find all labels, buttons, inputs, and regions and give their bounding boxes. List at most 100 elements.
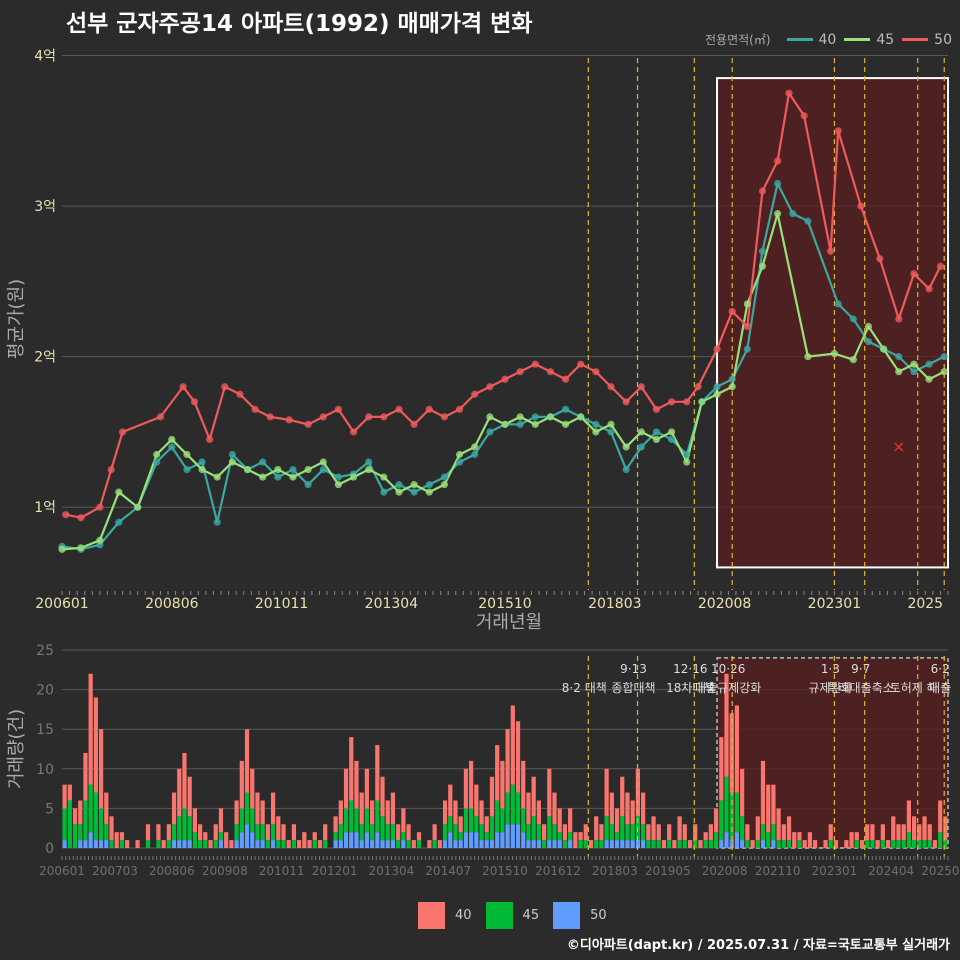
price-point-50 [410, 420, 418, 428]
volume-bar-45 [609, 824, 614, 841]
volume-bar-40 [927, 824, 932, 841]
volume-bar-40 [552, 792, 557, 825]
volume-bar-45 [614, 832, 620, 841]
volume-bar-50 [614, 840, 620, 848]
volume-bar-40 [161, 840, 166, 848]
volume-bar-40 [244, 729, 250, 793]
volume-bar-40 [750, 840, 755, 848]
price-point-40 [774, 179, 782, 188]
price-point-45 [134, 503, 142, 511]
volume-bar-45 [828, 840, 833, 848]
volume-bar-40 [312, 832, 317, 841]
volume-bar-45 [927, 840, 932, 848]
volume-bar-45 [281, 840, 286, 848]
volume-bar-50 [255, 840, 260, 848]
price-point-40 [319, 465, 327, 474]
volume-bar-40 [479, 800, 484, 825]
volume-bar-40 [203, 832, 208, 841]
price-point-40 [486, 428, 494, 436]
volume-bar-40 [270, 792, 276, 825]
price-point-50 [96, 503, 104, 511]
volume-bar-45 [177, 816, 182, 841]
y-tick-label: 3억 [34, 199, 56, 215]
volume-bar-45 [776, 840, 781, 848]
volume-bar-50 [641, 840, 646, 848]
price-point-40 [940, 353, 948, 361]
volume-bar-40 [114, 832, 119, 848]
volume-bar-40 [369, 800, 375, 825]
volume-bar-45 [651, 840, 656, 848]
volume-bar-45 [182, 808, 187, 841]
volume-bar-40 [515, 721, 521, 793]
price-point-45 [304, 465, 312, 474]
volume-bar-50 [500, 832, 505, 848]
x-tick-label: 201011 [255, 596, 308, 612]
volume-bar-40 [229, 840, 234, 848]
volume-bar-50 [442, 840, 448, 848]
price-point-50 [440, 413, 449, 421]
volume-bar-45 [442, 824, 448, 841]
volume-bar-40 [427, 840, 432, 848]
price-point-50 [637, 383, 645, 391]
volume-y-tick-label: 25 [36, 643, 54, 659]
volume-bar-40 [594, 816, 599, 841]
volume-bar-50 [78, 840, 83, 848]
x-tick-label: 202301 [808, 596, 861, 612]
volume-bar-45 [396, 840, 401, 848]
price-point-45 [115, 488, 123, 496]
volume-legend-item-45: 45 [485, 902, 539, 929]
volume-bar-45 [865, 840, 870, 848]
volume-bar-45 [557, 832, 562, 841]
volume-x-tick-label: 201201 [312, 864, 358, 878]
price-point-40 [455, 458, 464, 466]
volume-bar-40 [437, 840, 442, 848]
volume-bar-45 [870, 840, 875, 848]
price-point-50 [785, 89, 793, 97]
volume-bar-45 [656, 840, 661, 848]
volume-bar-40 [401, 808, 406, 833]
price-point-40 [652, 428, 661, 436]
volume-bar-40 [187, 776, 192, 817]
volume-bar-50 [98, 840, 104, 848]
price-point-40 [592, 420, 600, 428]
price-point-40 [834, 300, 842, 308]
price-point-45 [471, 443, 479, 451]
price-point-45 [683, 458, 691, 466]
price-point-50 [546, 368, 555, 376]
price-point-45 [592, 428, 600, 436]
volume-bar-45 [912, 840, 917, 848]
volume-bar-50 [93, 840, 98, 848]
volume-bar-45 [432, 840, 437, 848]
volume-bar-40 [901, 824, 906, 841]
volume-bar-45 [620, 816, 625, 841]
volume-bar-40 [703, 832, 708, 841]
price-point-40 [471, 450, 479, 459]
volume-bar-45 [109, 840, 114, 848]
price-point-45 [425, 488, 433, 496]
volume-bar-40 [239, 760, 244, 809]
legend-title: 전용면적(㎡) [704, 33, 771, 47]
price-point-45 [243, 465, 252, 474]
price-point-50 [713, 345, 721, 353]
y-tick-label: 1억 [34, 500, 56, 516]
volume-bar-45 [693, 840, 698, 848]
volume-bar-40 [672, 840, 677, 848]
volume-bar-50 [510, 824, 515, 848]
volume-bar-45 [83, 800, 88, 841]
volume-bar-40 [630, 800, 635, 825]
volume-bar-50 [338, 840, 343, 848]
volume-bar-45 [338, 824, 343, 841]
volume-bar-40 [192, 808, 198, 833]
volume-bar-40 [416, 832, 422, 841]
price-point-45 [880, 345, 888, 353]
volume-bar-40 [390, 792, 396, 825]
volume-bar-40 [896, 824, 901, 841]
volume-bar-40 [807, 832, 812, 848]
volume-bar-40 [276, 816, 281, 841]
volume-bar-40 [792, 832, 797, 848]
price-point-45 [830, 350, 839, 358]
policy-label-date: 10·26 [711, 662, 745, 676]
volume-bar-40 [724, 673, 729, 777]
price-point-45 [667, 428, 676, 436]
